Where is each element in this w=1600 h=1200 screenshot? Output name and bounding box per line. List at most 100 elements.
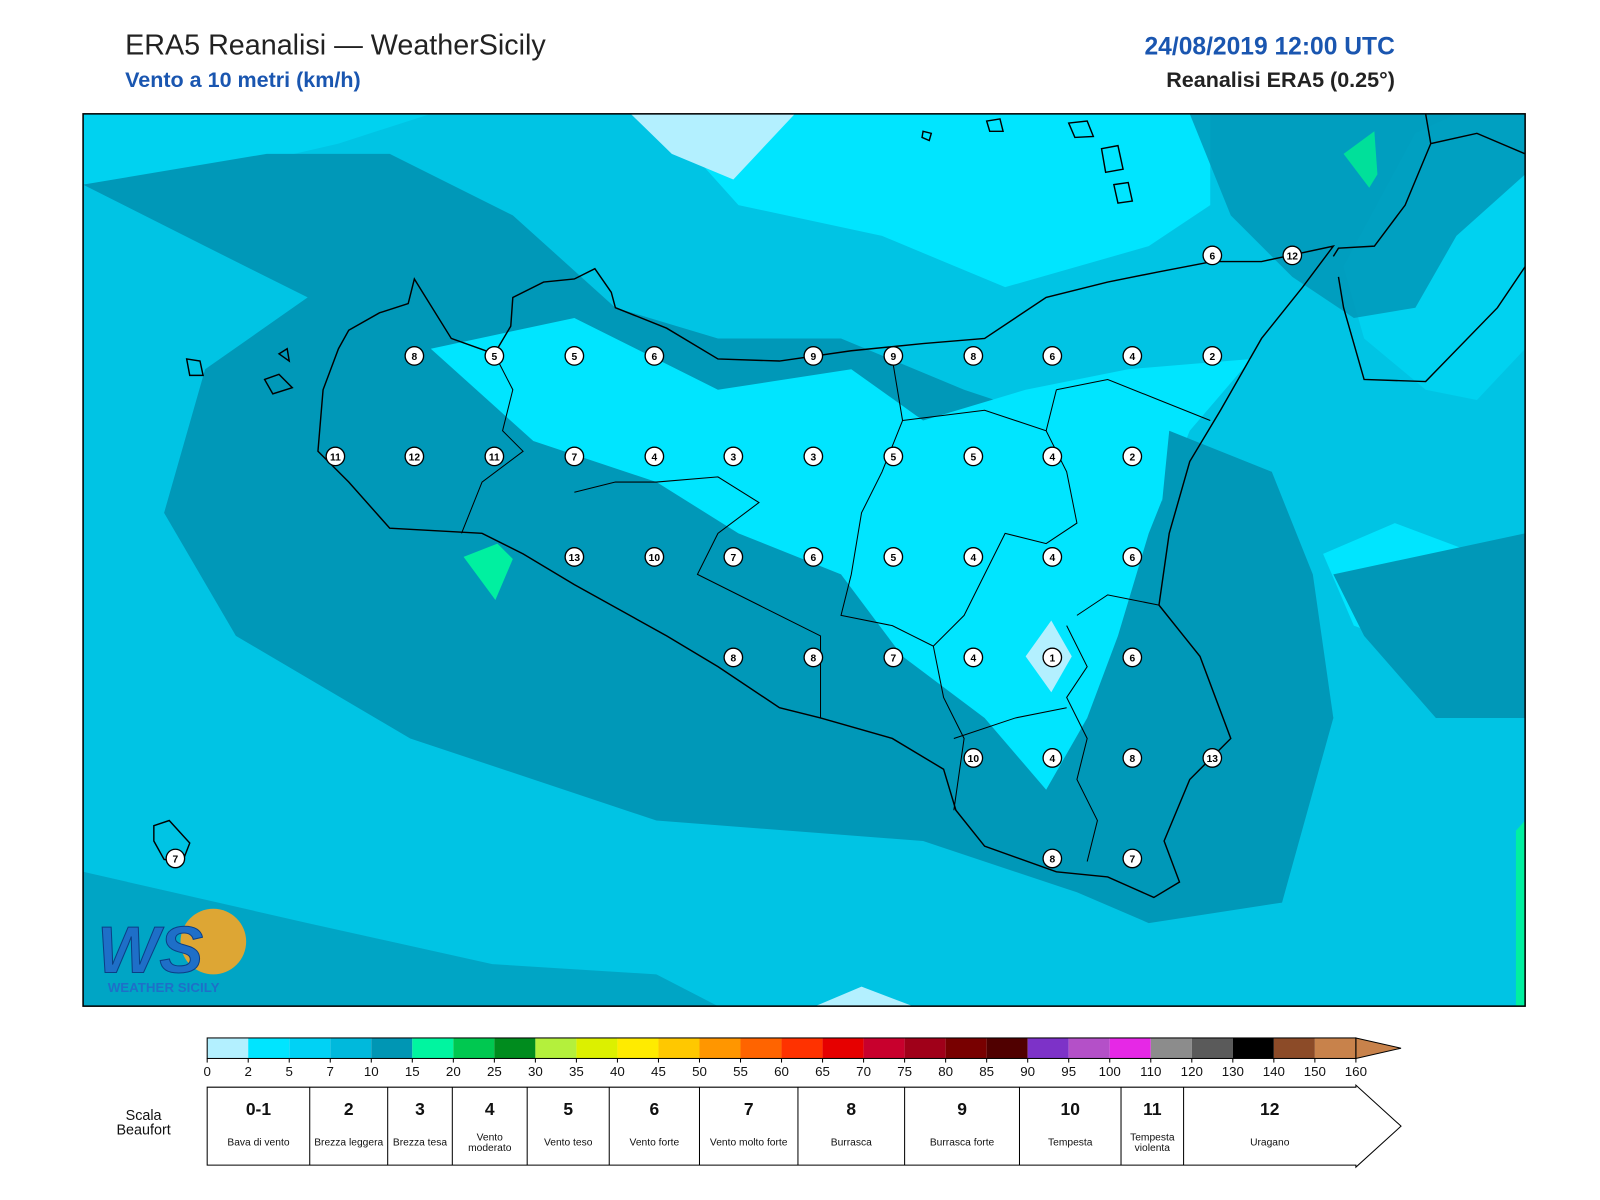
- stations: 8 5 5 6 9 9 8 6 4 2 11 12 11 7 4 3 3 5 5 4 2 13 10 7 6 5 4 4 6 8 8 7 4 1 6…: [165, 245, 1303, 869]
- station-marker: [1042, 345, 1063, 366]
- station-marker: [963, 647, 984, 668]
- colorbar-segment: [1232, 1037, 1274, 1059]
- colorbar-tick-label: 35: [569, 1064, 584, 1079]
- station-marker: [883, 647, 904, 668]
- colorbar-tick-label: 30: [528, 1064, 543, 1079]
- colorbar-tick-label: 5: [286, 1064, 293, 1079]
- station-value: 4: [1049, 754, 1055, 765]
- station-marker: [963, 748, 984, 768]
- station-marker: [1122, 748, 1143, 768]
- beaufort-label-box: Burrasca forte: [930, 1138, 994, 1148]
- station-value: 6: [1129, 553, 1135, 564]
- colorbar-tick-label: 7: [327, 1064, 334, 1079]
- beaufort-label: Vento teso: [543, 1137, 593, 1149]
- station-marker: [803, 547, 824, 567]
- beaufort-label: Bava di vento: [227, 1137, 290, 1149]
- station-value: 3: [810, 453, 816, 464]
- station-marker: [325, 446, 346, 467]
- station-marker: [723, 547, 744, 567]
- station-marker: [803, 345, 824, 366]
- station: 5: [564, 345, 585, 366]
- beaufort-force: 7: [744, 1099, 754, 1119]
- station-marker: [1122, 647, 1143, 668]
- colorbar-tick-label: 10: [364, 1064, 379, 1079]
- station-value: 8: [1129, 754, 1135, 765]
- station-value: 1: [1049, 654, 1055, 665]
- station: 4: [1122, 345, 1143, 366]
- colorbar-tick-label: 50: [692, 1064, 707, 1079]
- beaufort-label: Tempesta: [1048, 1137, 1093, 1149]
- beaufort-force: 5: [563, 1099, 573, 1119]
- station-value: 12: [409, 453, 421, 464]
- wind-area: [815, 986, 913, 1007]
- colorbar-tick-label: 15: [405, 1064, 420, 1079]
- station: 4: [1042, 446, 1063, 467]
- border: [902, 409, 1078, 647]
- station: 3: [723, 446, 744, 467]
- colorbar-tick-label: 95: [1061, 1064, 1076, 1079]
- station: 9: [803, 345, 824, 366]
- station: 2: [1202, 345, 1223, 366]
- beaufort-label-box: Brezza tesa: [393, 1138, 447, 1148]
- station-marker: [883, 446, 904, 467]
- station: 6: [803, 547, 824, 567]
- station-value: 6: [652, 352, 658, 363]
- colorbar-segment: [248, 1037, 290, 1059]
- station: 5: [883, 547, 904, 567]
- colorbar-tick-label: 130: [1222, 1064, 1244, 1079]
- station-marker: [1122, 547, 1143, 567]
- station-marker: [1202, 748, 1223, 768]
- station-marker: [1282, 245, 1303, 266]
- station-value: 3: [730, 453, 736, 464]
- station-value: 6: [810, 553, 816, 564]
- station: 5: [963, 446, 984, 467]
- station: 12: [404, 446, 425, 467]
- colorbar-segment: [658, 1037, 700, 1059]
- wind-area: [83, 113, 431, 185]
- station-marker: [1202, 245, 1223, 266]
- beaufort-force: 8: [846, 1099, 856, 1119]
- colorbar-segment: [330, 1037, 372, 1059]
- station-marker: [404, 345, 425, 366]
- colorbar-segment: [986, 1037, 1028, 1059]
- colorbar: 0 2 5 7 10 15 20 25 30 35 40 45 50 55 60 65 70 75 80 85 90 95…: [203, 1037, 1402, 1079]
- station: 4: [644, 446, 665, 467]
- beaufort-label: Uragano: [1250, 1137, 1290, 1149]
- station-marker: [963, 446, 984, 467]
- station-value: 5: [572, 352, 578, 363]
- station-value: 4: [970, 654, 976, 665]
- station: 8: [1122, 748, 1143, 768]
- beaufort-label-box: Vento moderato: [468, 1132, 512, 1154]
- beaufort-label: Vento moderato: [468, 1132, 512, 1154]
- border: [461, 353, 524, 534]
- subtitle: Vento a 10 metri (km/h): [125, 68, 361, 92]
- wind-area: [630, 113, 795, 180]
- colorbar-tick-label: 2: [244, 1064, 251, 1079]
- colorbar-tick-label: 60: [774, 1064, 789, 1079]
- logo-caption: WEATHER SICILY: [108, 980, 220, 995]
- border: [1045, 378, 1211, 431]
- station: 10: [963, 748, 984, 768]
- beaufort-label: Vento forte: [629, 1137, 680, 1149]
- colorbar-segment: [494, 1037, 536, 1059]
- wind-area: [430, 113, 1252, 790]
- station-value: 4: [652, 453, 658, 464]
- wind-area: [1515, 820, 1526, 1007]
- station-value: 5: [890, 453, 896, 464]
- calabria-coast: [1332, 113, 1526, 383]
- colorbar-segment: [412, 1037, 454, 1059]
- beaufort-label-box: Vento teso: [543, 1137, 593, 1149]
- source: Reanalisi ERA5 (0.25°): [1166, 68, 1395, 92]
- beaufort-label: Vento molto forte: [709, 1137, 788, 1149]
- station: 2: [1122, 446, 1143, 467]
- station-marker: [883, 547, 904, 567]
- station-value: 10: [968, 754, 980, 765]
- colorbar-segment: [822, 1037, 864, 1059]
- station: 6: [644, 345, 665, 366]
- station-value: 4: [970, 553, 976, 564]
- station-value: 9: [890, 352, 896, 363]
- beaufort-force: 6: [650, 1099, 660, 1119]
- station: 8: [1042, 848, 1063, 869]
- colorbar-tick-label: 100: [1099, 1064, 1121, 1079]
